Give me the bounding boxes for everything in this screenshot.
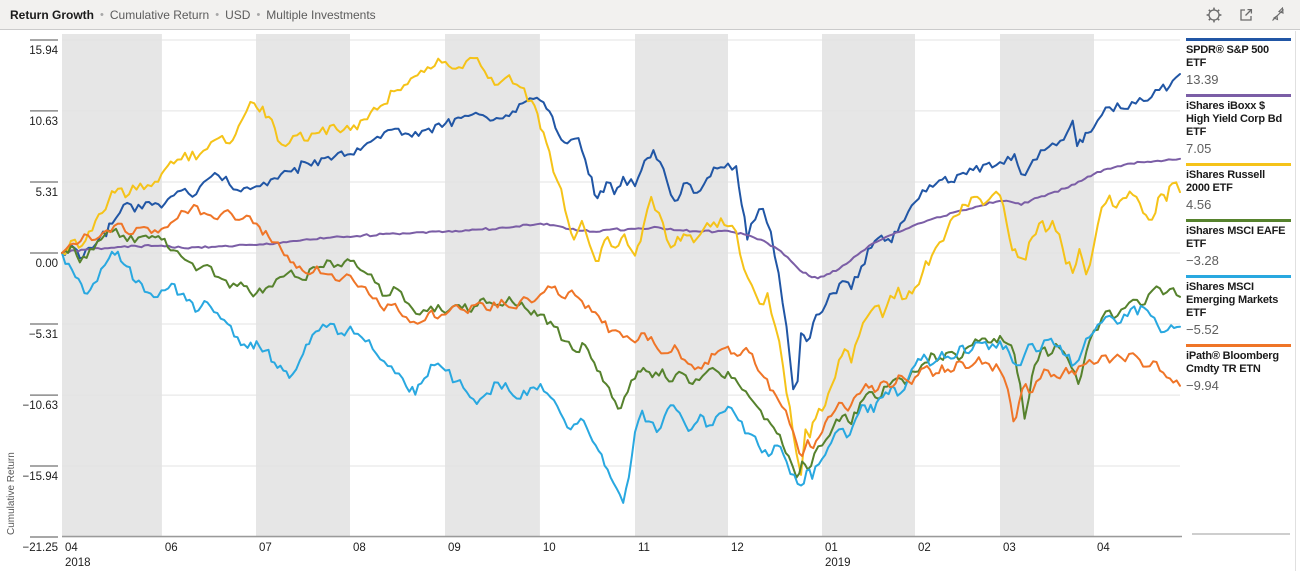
legend-item-name: iShares iBoxx $ High Yield Corp Bd ETF	[1186, 100, 1283, 138]
legend-item-name: SPDR® S&P 500 ETF	[1186, 44, 1269, 69]
bullet-separator: •	[100, 8, 104, 21]
chart-legend: SPDR® S&P 500 ETF 13.39 iShares iBoxx $ Hi…	[1186, 38, 1291, 400]
series-line-eafe[interactable]	[61, 227, 1181, 479]
month-band	[635, 34, 728, 537]
legend-item[interactable]: iPath® Bloomberg Cmdty TR ETN −9.94	[1186, 344, 1291, 393]
legend-item[interactable]: iShares MSCI EAFE ETF −3.28	[1186, 219, 1291, 268]
x-year-label: 2018	[65, 557, 91, 569]
header-item-investments: Multiple Investments	[266, 7, 376, 22]
x-tick-label: 02	[918, 542, 931, 554]
month-band	[1000, 34, 1094, 537]
legend-item-name: iShares Russell 2000 ETF	[1186, 169, 1265, 194]
month-band	[62, 34, 162, 537]
header-item-currency: USD	[225, 7, 251, 22]
x-year-label: 2019	[825, 557, 851, 569]
y-tick-label: −21.25	[23, 542, 59, 554]
x-tick-label: 04	[1097, 542, 1110, 554]
series-line-russell2000[interactable]	[61, 56, 1181, 476]
bullet-separator: •	[256, 8, 261, 21]
legend-item[interactable]: iShares Russell 2000 ETF 4.56	[1186, 163, 1291, 212]
legend-item-value: −5.52	[1186, 322, 1219, 337]
chart-header: Return Growth • Cumulative Return • USD …	[0, 0, 1300, 30]
series-line-commodity[interactable]	[61, 203, 1181, 458]
header-item-cumulative-return: Cumulative Return	[109, 7, 210, 22]
x-tick-label: 09	[448, 542, 461, 554]
y-tick-label: 0.00	[36, 258, 58, 270]
y-tick-label: 15.94	[29, 45, 58, 57]
legend-item[interactable]: SPDR® S&P 500 ETF 13.39	[1186, 38, 1291, 87]
legend-item-name: iShares MSCI Emerging Markets ETF	[1186, 281, 1279, 319]
x-tick-label: 07	[259, 542, 272, 554]
y-tick-label: 5.31	[36, 187, 58, 199]
x-tick-label: 12	[731, 542, 744, 554]
month-band	[822, 34, 915, 537]
x-tick-label: 08	[353, 542, 366, 554]
month-band	[445, 34, 540, 537]
series-line-sp500[interactable]	[61, 73, 1181, 391]
y-axis-title: Cumulative Return	[6, 452, 17, 535]
x-tick-label: 01	[825, 542, 838, 554]
series-line-hy_bond[interactable]	[61, 157, 1181, 280]
y-tick-label: −5.31	[29, 329, 58, 341]
x-tick-label: 11	[638, 542, 650, 554]
legend-item-name: iPath® Bloomberg Cmdty TR ETN	[1186, 350, 1279, 375]
y-tick-label: −15.94	[23, 471, 59, 483]
legend-item[interactable]: iShares MSCI Emerging Markets ETF −5.52	[1186, 275, 1291, 337]
legend-item-value: 13.39	[1186, 72, 1219, 87]
legend-item-value: 7.05	[1186, 141, 1212, 156]
export-icon[interactable]	[1238, 7, 1254, 23]
legend-item-value: 4.56	[1186, 197, 1212, 212]
legend-item[interactable]: iShares iBoxx $ High Yield Corp Bd ETF 7.…	[1186, 94, 1291, 156]
share-icon[interactable]	[1270, 6, 1286, 23]
header-toolbar	[1206, 6, 1286, 23]
gear-icon[interactable]	[1206, 7, 1222, 23]
x-tick-label: 06	[165, 542, 178, 554]
x-tick-label: 04	[65, 542, 78, 554]
month-band	[256, 34, 350, 537]
chart-title: Return Growth	[10, 7, 94, 22]
x-tick-label: 03	[1003, 542, 1016, 554]
legend-item-value: −3.28	[1186, 253, 1219, 268]
y-tick-label: −10.63	[23, 400, 59, 412]
legend-item-value: −9.94	[1186, 378, 1219, 393]
scrollbar-track[interactable]	[1295, 31, 1296, 571]
y-tick-label: 10.63	[29, 116, 58, 128]
bullet-separator: •	[215, 8, 220, 21]
x-tick-label: 10	[543, 542, 556, 554]
series-line-em[interactable]	[61, 250, 1181, 504]
legend-item-name: iShares MSCI EAFE ETF	[1186, 225, 1286, 250]
